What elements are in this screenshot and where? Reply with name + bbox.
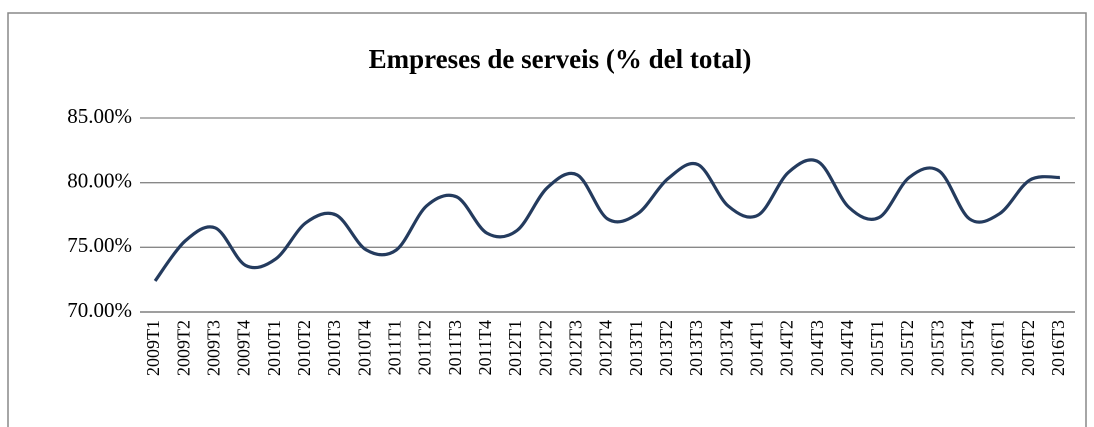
x-tick-label: 2015T4 <box>958 320 978 376</box>
x-tick-label: 2015T3 <box>927 320 947 376</box>
x-tick-label: 2015T1 <box>867 320 887 376</box>
x-tick-label: 2015T2 <box>897 320 917 376</box>
y-tick-label: 70.00% <box>67 298 132 322</box>
x-tick-label: 2009T4 <box>234 320 254 376</box>
chart-frame <box>7 12 1087 427</box>
x-tick-label: 2010T2 <box>294 320 314 376</box>
x-tick-label: 2016T2 <box>1018 320 1038 376</box>
x-tick-label: 2009T3 <box>204 320 224 376</box>
x-tick-label: 2013T1 <box>626 320 646 376</box>
x-tick-label: 2016T1 <box>988 320 1008 376</box>
x-tick-label: 2013T3 <box>686 320 706 376</box>
line-series <box>153 158 1061 282</box>
x-tick-label: 2011T2 <box>415 320 435 375</box>
x-tick-label: 2011T1 <box>384 320 404 375</box>
x-tick-label: 2012T2 <box>535 320 555 376</box>
x-tick-label: 2013T4 <box>716 320 736 376</box>
x-tick-label: 2010T3 <box>324 320 344 376</box>
x-tick-label: 2009T2 <box>173 320 193 376</box>
x-tick-label: 2012T4 <box>596 320 616 376</box>
x-tick-label: 2016T3 <box>1048 320 1068 376</box>
y-tick-label: 75.00% <box>67 233 132 257</box>
x-tick-label: 2011T3 <box>445 320 465 375</box>
x-tick-label: 2014T1 <box>746 320 766 376</box>
y-tick-label: 80.00% <box>67 168 132 192</box>
x-tick-label: 2009T1 <box>143 320 163 376</box>
x-tick-label: 2014T2 <box>777 320 797 376</box>
x-tick-label: 2014T4 <box>837 320 857 376</box>
x-tick-label: 2013T2 <box>656 320 676 376</box>
x-tick-label: 2010T4 <box>354 320 374 376</box>
chart-title: Empreses de serveis (% del total) <box>369 44 752 74</box>
x-tick-label: 2012T3 <box>565 320 585 376</box>
x-tick-label: 2011T4 <box>475 320 495 375</box>
x-tick-label: 2010T1 <box>264 320 284 376</box>
x-tick-label: 2014T3 <box>807 320 827 376</box>
x-tick-label: 2012T1 <box>505 320 525 376</box>
y-tick-label: 85.00% <box>67 104 132 128</box>
